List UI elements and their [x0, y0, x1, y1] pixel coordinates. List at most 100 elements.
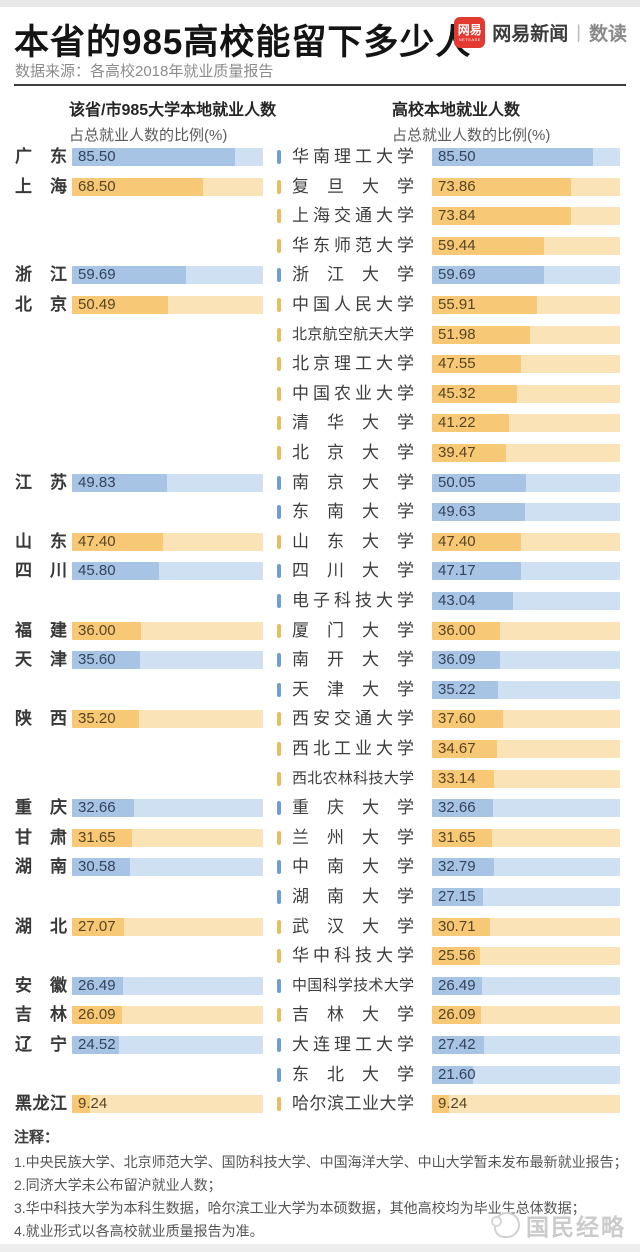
university-bar-value: 35.22 — [438, 680, 476, 698]
cjk-char: 京 — [327, 472, 344, 492]
university-bar-track: 34.67 — [432, 740, 620, 758]
chart-row: 天津 35.60 南开大学 36.09 — [0, 650, 640, 670]
university-tick-icon — [277, 386, 281, 401]
university-bar-fill — [432, 414, 509, 433]
cjk-char: 大 — [362, 443, 379, 462]
cjk-char: 学 — [397, 235, 414, 255]
chart-row: 华中科技大学 25.56 — [0, 947, 640, 966]
cjk-char: 海 — [50, 176, 67, 196]
chart-row: 华东师范大学 59.44 — [0, 235, 640, 255]
university-tick-icon — [277, 623, 281, 638]
cjk-char: 辽 — [15, 1035, 32, 1054]
cjk-char: 学 — [398, 769, 414, 787]
university-bar-track: 27.15 — [432, 888, 620, 906]
cjk-char: 大 — [362, 679, 379, 699]
university-tick-icon — [277, 209, 281, 224]
cjk-char: 重 — [15, 798, 32, 818]
province-bar-value: 35.20 — [78, 710, 116, 728]
province-label: 江苏 — [15, 472, 67, 492]
cjk-char: 工 — [344, 1094, 362, 1114]
watermark-logo-icon — [491, 1212, 520, 1238]
cjk-char: 黑 — [15, 1094, 32, 1114]
cjk-char: 林 — [327, 1005, 344, 1025]
cjk-char: 子 — [313, 591, 330, 610]
province-bar-track: 31.65 — [72, 828, 263, 847]
cjk-char: 四 — [292, 561, 309, 581]
university-name: 西安交通大学 — [292, 710, 414, 728]
university-bar-value: 39.47 — [438, 444, 476, 461]
cjk-char: 大 — [362, 887, 379, 906]
university-bar-value: 32.66 — [438, 799, 476, 817]
cjk-char: 南 — [327, 857, 344, 877]
watermark-text: 国民经略 — [526, 1214, 626, 1240]
cjk-char: 华 — [292, 235, 309, 255]
university-bar-value: 50.05 — [438, 473, 476, 491]
university-name: 华中科技大学 — [292, 947, 414, 965]
university-tick-icon — [277, 801, 281, 816]
university-bar-track: 21.60 — [432, 1065, 620, 1084]
cjk-char: 南 — [292, 650, 309, 670]
cjk-char: 大 — [376, 739, 393, 758]
university-tick-icon — [277, 357, 281, 372]
cjk-char: 学 — [397, 443, 414, 462]
university-bar-track: 73.84 — [432, 207, 620, 226]
university-tick-icon — [277, 1008, 281, 1023]
cjk-char: 学 — [397, 1005, 414, 1025]
cjk-char: 工 — [334, 739, 351, 758]
cjk-char: 大 — [383, 769, 399, 787]
cjk-char: 大 — [362, 561, 379, 581]
province-bar-value: 59.69 — [78, 266, 116, 284]
cjk-char: 华 — [292, 147, 309, 166]
watermark: 国民经略 — [491, 1208, 626, 1242]
university-tick-icon — [277, 446, 281, 460]
university-name: 北京理工大学 — [292, 355, 414, 373]
bar-chart-area: 广东 85.50 华南理工大学 85.50 上海 68.50 复旦大学 73.86 上海交通大学… — [0, 147, 640, 1122]
province-bar-track: 30.58 — [72, 858, 263, 877]
university-tick-icon — [277, 238, 281, 253]
cjk-char: 苏 — [50, 472, 67, 492]
cjk-char: 东 — [292, 502, 309, 522]
cjk-char: 北 — [292, 325, 308, 343]
province-bar-value: 30.58 — [78, 858, 116, 876]
university-name: 兰州大学 — [292, 828, 414, 847]
cjk-char: 科 — [334, 591, 351, 610]
university-bar-track: 31.65 — [432, 828, 620, 847]
university-bar-fill — [432, 532, 521, 551]
university-bar-track: 47.40 — [432, 532, 620, 551]
university-bar-track: 73.86 — [432, 177, 620, 196]
cjk-char: 汉 — [327, 916, 344, 936]
university-bar-track: 30.71 — [432, 917, 620, 936]
university-bar-fill — [432, 947, 480, 966]
province-bar-fill — [72, 976, 123, 995]
university-tick-icon — [277, 327, 281, 342]
cjk-char: 京 — [327, 443, 344, 462]
cjk-char: 大 — [376, 206, 393, 226]
cjk-char: 中 — [292, 976, 308, 994]
province-bar-fill — [72, 177, 203, 196]
province-bar-value: 9.24 — [78, 1095, 108, 1113]
cjk-char: 清 — [292, 413, 309, 433]
province-label: 重庆 — [15, 799, 67, 817]
cjk-char: 大 — [362, 531, 379, 551]
right-column-header: 高校本地就业人数 占总就业人数的比例(%) — [392, 96, 550, 145]
university-bar-track: 39.47 — [432, 444, 620, 462]
cjk-char: 庆 — [50, 798, 67, 818]
cjk-char: 大 — [362, 502, 379, 522]
university-bar-value: 73.86 — [438, 177, 476, 195]
university-bar-track: 47.17 — [432, 562, 620, 581]
university-bar-fill — [432, 207, 571, 226]
province-bar-fill — [72, 1036, 119, 1054]
cjk-char: 大 — [376, 383, 393, 403]
province-label: 上海 — [15, 176, 67, 196]
chart-row: 上海交通大学 73.84 — [0, 206, 640, 226]
cjk-char: 南 — [50, 857, 67, 877]
university-tick-icon — [277, 682, 281, 697]
netease-badge-text: 网易 — [457, 22, 482, 37]
cjk-char: 南 — [292, 472, 309, 492]
province-bar-value: 68.50 — [78, 177, 116, 195]
cjk-char: 大 — [383, 325, 399, 343]
cjk-char: 科 — [353, 769, 369, 787]
cjk-char: 安 — [313, 709, 330, 729]
university-bar-fill — [432, 710, 503, 729]
chart-row: 天津大学 35.22 — [0, 679, 640, 699]
